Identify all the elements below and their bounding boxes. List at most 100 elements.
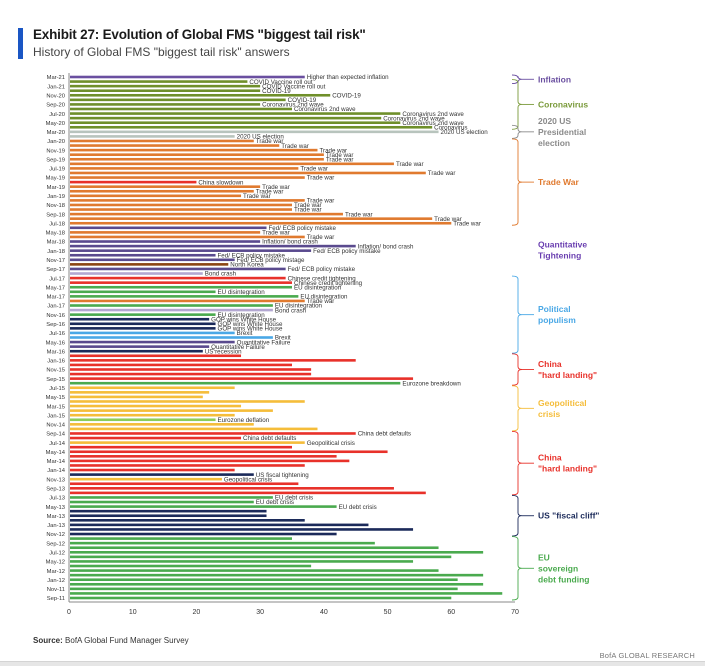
y-tick-label: Mar-19 <box>47 185 65 191</box>
bar-apr-20 <box>70 125 433 129</box>
bar-jan-13 <box>70 523 369 527</box>
y-tick-label: Jan-18 <box>47 249 65 255</box>
bar-data-label: Trade war <box>319 147 347 154</box>
bar-data-label: Trade war <box>307 175 335 182</box>
bar-jan-18 <box>70 249 312 252</box>
bar-dec-14 <box>70 418 216 422</box>
bar-data-label: China debt defaults <box>243 435 296 442</box>
bar-may-15 <box>70 395 203 399</box>
bar-aug-16 <box>70 327 216 330</box>
bar-nov-18 <box>70 203 292 207</box>
bar-data-label: 2020 US election <box>237 134 285 141</box>
bar-mar-13 <box>70 514 267 518</box>
bar-data-label: US recession <box>205 348 242 355</box>
y-tick-label: Jan-16 <box>47 359 65 365</box>
y-tick-label: Sep-18 <box>46 212 65 218</box>
bar-mar-20 <box>70 130 439 134</box>
bar-jul-16 <box>70 331 235 335</box>
bar-data-label: EU disintegration <box>294 284 342 291</box>
y-tick-label: Mar-13 <box>47 514 65 520</box>
bar-jul-19 <box>70 167 299 170</box>
bar-dec-18 <box>70 199 305 202</box>
bar-mar-18 <box>70 240 261 243</box>
bar-nov-13 <box>70 477 222 481</box>
y-tick-label: Sep-13 <box>46 487 65 493</box>
bar-data-label: Trade war <box>300 166 328 173</box>
bar-jan-12 <box>70 578 458 582</box>
y-tick-label: May-17 <box>46 285 65 291</box>
bar-data-label: Brexit <box>237 330 253 337</box>
bar-sep-13 <box>70 487 394 490</box>
footer-divider <box>0 661 705 666</box>
bar-data-label: GOP wins White House <box>218 321 283 328</box>
group-bracket <box>511 431 523 496</box>
bar-may-13 <box>70 505 337 508</box>
bar-jan-19 <box>70 194 242 198</box>
group-label: Political <box>538 304 571 314</box>
y-tick-label: Sep-15 <box>46 377 65 383</box>
bar-data-label: Trade war <box>256 138 284 145</box>
bar-oct-17 <box>70 263 229 266</box>
bar-oct-20 <box>70 98 286 102</box>
group-label: debt funding <box>538 574 589 584</box>
bar-aug-17 <box>70 272 203 275</box>
bar-dec-20 <box>70 89 261 93</box>
bar-jul-17 <box>70 276 286 280</box>
bar-data-label: Coronavirus 2nd wave <box>383 115 445 122</box>
y-tick-label: May-12 <box>46 560 65 566</box>
bar-data-label: Trade war <box>326 156 354 163</box>
bar-data-label: China debt defaults <box>358 431 411 438</box>
bar-feb-12 <box>70 573 484 577</box>
bar-data-label: Bond crash <box>275 307 307 314</box>
bar-feb-13 <box>70 519 305 522</box>
bar-feb-16 <box>70 354 242 358</box>
y-tick-label: Jul-12 <box>49 550 65 556</box>
bar-aug-18 <box>70 217 433 220</box>
bar-jan-20 <box>70 139 254 143</box>
bar-sep-20 <box>70 103 261 106</box>
bar-jun-15 <box>70 391 210 394</box>
group-bracket <box>511 79 523 130</box>
bar-jun-18 <box>70 226 267 230</box>
bar-feb-18 <box>70 244 356 248</box>
bar-apr-16 <box>70 345 210 348</box>
bar-feb-19 <box>70 189 254 193</box>
y-tick-label: Nov-19 <box>46 148 65 154</box>
bar-jul-20 <box>70 112 401 115</box>
bar-jun-19 <box>70 171 426 175</box>
bar-data-label: COVID-19 <box>332 92 361 99</box>
bar-jun-13 <box>70 500 254 504</box>
group-label: Quantitative <box>538 240 587 250</box>
bar-data-label: Trade war <box>307 198 335 205</box>
group-label: Tightening <box>538 251 581 261</box>
y-tick-label: Jan-19 <box>47 194 65 200</box>
bar-aug-15 <box>70 381 401 385</box>
bar-data-label: Trade war <box>434 216 462 223</box>
bar-may-17 <box>70 285 292 289</box>
y-tick-label: Nov-13 <box>46 477 65 483</box>
bar-data-label: GOP wins White House <box>218 326 283 333</box>
bar-dec-13 <box>70 473 254 476</box>
bar-data-label: Inflation/ bond crash <box>262 239 318 246</box>
bar-data-label: 2020 US election <box>441 129 489 136</box>
bar-apr-19 <box>70 180 197 184</box>
bar-nov-20 <box>70 93 331 97</box>
group-label: "hard landing" <box>538 464 597 474</box>
group-label: populism <box>538 315 576 325</box>
bar-apr-12 <box>70 564 312 568</box>
y-tick-label: Jul-17 <box>49 276 65 282</box>
y-tick-label: May-18 <box>46 231 65 237</box>
y-tick-label: Mar-14 <box>47 459 66 465</box>
bar-data-label: Fed/ ECB policy mistake <box>269 225 337 232</box>
bar-data-label: Eurozone breakdown <box>402 380 461 387</box>
bar-data-label: Quantitative Failure <box>211 344 265 351</box>
y-tick-label: Jul-16 <box>49 331 65 337</box>
x-tick-label: 40 <box>320 609 328 616</box>
bar-mar-16 <box>70 349 203 353</box>
y-tick-label: May-20 <box>46 121 65 127</box>
bar-dec-16 <box>70 308 273 312</box>
bar-jan-16 <box>70 359 356 362</box>
bar-data-label: Quantitative Failure <box>237 339 291 346</box>
bar-may-20 <box>70 121 401 125</box>
bar-data-label: Inflation/ bond crash <box>358 243 414 250</box>
